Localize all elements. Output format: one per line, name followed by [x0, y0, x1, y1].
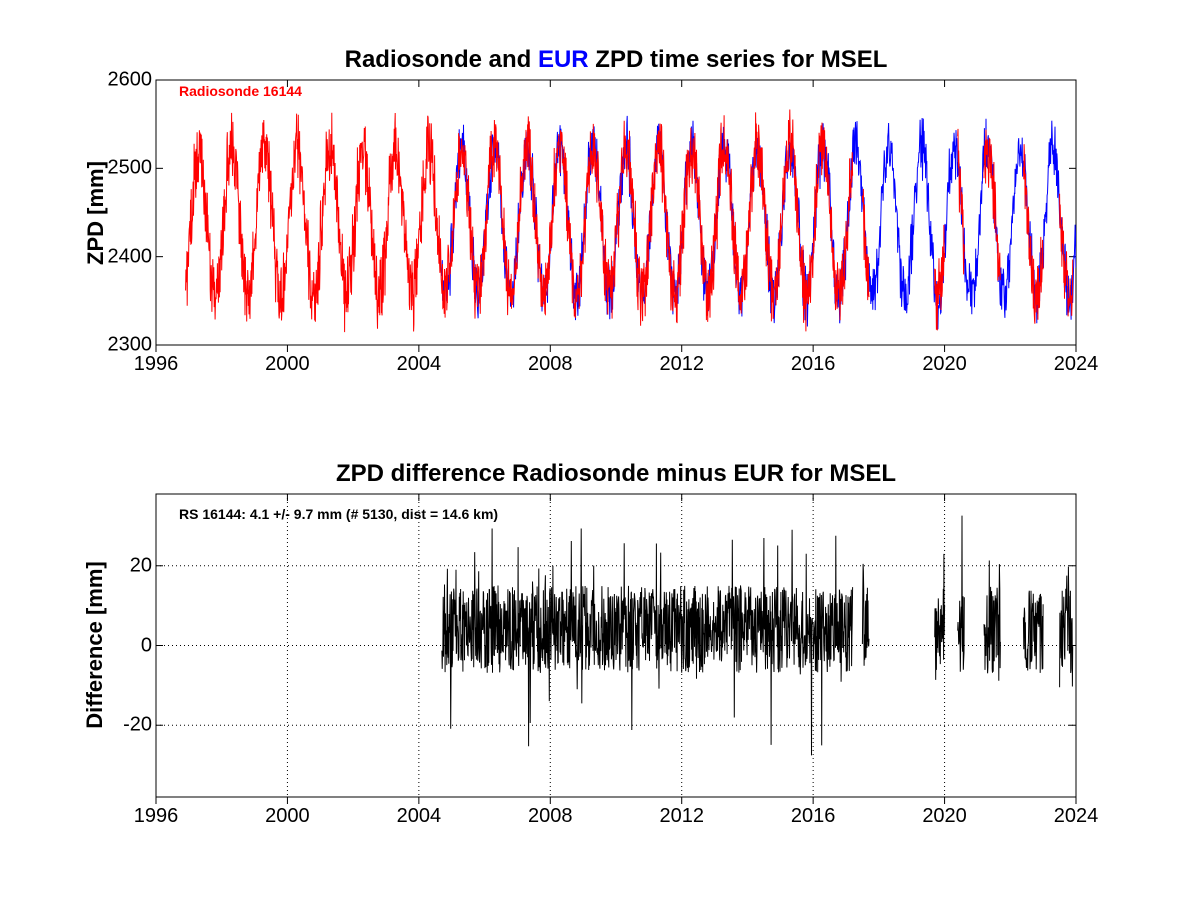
xtick-label: 2000: [265, 805, 310, 828]
xtick-label: 2012: [659, 353, 704, 376]
xtick-label: 1996: [134, 805, 179, 828]
xtick-label: 2024: [1054, 353, 1099, 376]
xtick-label: 2004: [397, 805, 442, 828]
xtick-label: 2008: [528, 805, 573, 828]
ytick-label: 20: [124, 554, 152, 577]
xtick-label: 2016: [791, 353, 836, 376]
figure: Radiosonde and EUR ZPD time series for M…: [0, 0, 1201, 901]
ytick-label: 2300: [102, 334, 152, 357]
xtick-label: 2016: [791, 805, 836, 828]
xtick-label: 2008: [528, 353, 573, 376]
ytick-label: 0: [135, 634, 152, 657]
ytick-label: 2400: [102, 245, 152, 268]
panel2-annotation: RS 16144: 4.1 +/- 9.7 mm (# 5130, dist =…: [179, 506, 498, 522]
ytick-label: 2600: [102, 69, 152, 92]
xtick-label: 2020: [922, 805, 967, 828]
xtick-label: 2004: [397, 353, 442, 376]
xtick-label: 2024: [1054, 805, 1099, 828]
xtick-label: 2012: [659, 805, 704, 828]
ytick-label: 2500: [102, 157, 152, 180]
panel1-annotation: Radiosonde 16144: [179, 83, 302, 99]
xtick-label: 2020: [922, 353, 967, 376]
xtick-label: 2000: [265, 353, 310, 376]
plot-svg: [0, 0, 1201, 901]
ytick-label: -20: [113, 714, 152, 737]
